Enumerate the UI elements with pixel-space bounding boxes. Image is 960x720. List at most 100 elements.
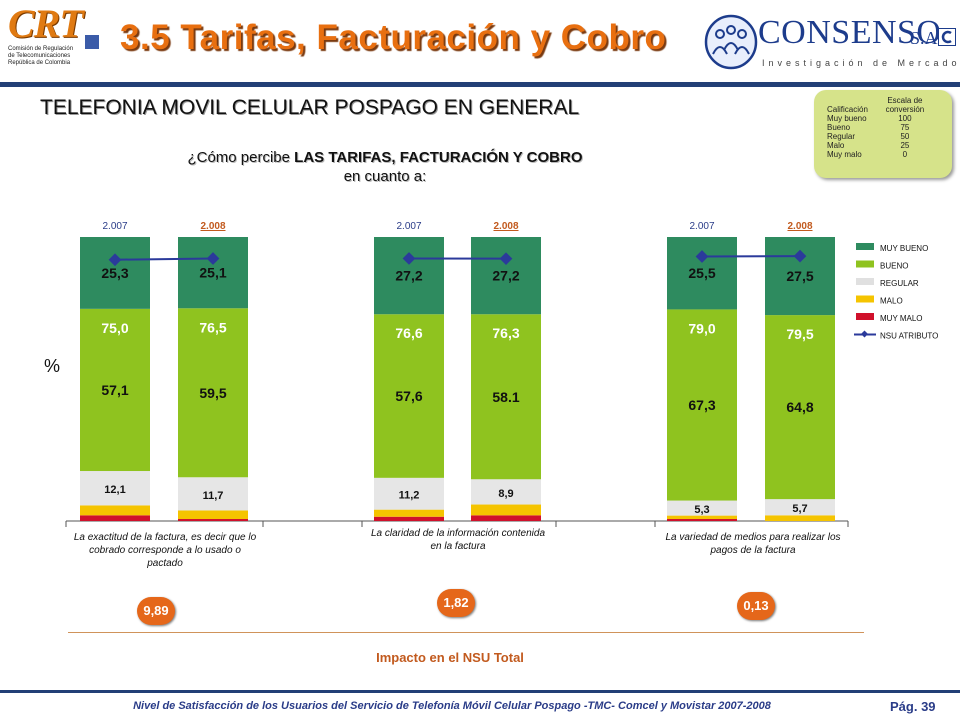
- scale-value: 0: [902, 150, 908, 159]
- scale-value: 75: [900, 123, 910, 132]
- bar-segment-muy-bueno: [178, 237, 248, 309]
- impact-badge: 9,89: [137, 597, 175, 625]
- bar-segment-bueno: [667, 309, 737, 501]
- consenso-tagline: Investigación de Mercados: [762, 58, 960, 68]
- consenso-badge-icon: [938, 28, 956, 46]
- bar-segment-regular: [667, 500, 737, 516]
- bar-segment-bueno: [178, 308, 248, 478]
- question-prefix: ¿Cómo percibe: [187, 149, 295, 166]
- consenso-logo: CONSENSO S.A. Investigación de Mercados: [700, 8, 960, 78]
- legend-label: MUY BUENO: [880, 244, 928, 253]
- scale-header-left: Calificación: [827, 105, 868, 114]
- impact-badge: 0,13: [737, 592, 775, 620]
- page-number: Pág. 39: [890, 699, 936, 714]
- crt-badge-icon: [84, 34, 100, 50]
- legend-label: MALO: [880, 297, 903, 306]
- bar-segment-muy-bueno: [667, 237, 737, 310]
- y-axis-label: %: [44, 356, 60, 376]
- bar-value-label: 12,1: [104, 484, 125, 496]
- bars-layer: 12,1 57,1 25,3 75,0 2.007 11,7 59,5 25,1 76,5 2.0…: [65, 221, 849, 527]
- bar-segment-muy-malo: [374, 516, 444, 521]
- legend-label: NSU ATRIBUTO: [880, 332, 938, 341]
- crt-logo-text: CRT: [8, 1, 84, 46]
- nsu-value-label: 79,5: [786, 326, 813, 342]
- bar-segment-regular: [80, 471, 150, 506]
- footer-text: Nivel de Satisfacción de los Usuarios de…: [133, 700, 771, 712]
- bar-segment-muy-bueno: [374, 237, 444, 315]
- bar-segment-bueno: [374, 314, 444, 478]
- scale-label: Muy malo: [827, 150, 862, 159]
- bar-segment-malo: [471, 504, 541, 516]
- legend-swatch: [856, 260, 874, 268]
- legend-label: REGULAR: [880, 279, 919, 288]
- bar-segment-muy-malo: [471, 515, 541, 521]
- legend-marker: [860, 330, 869, 338]
- nsu-value-label: 75,0: [101, 320, 128, 336]
- bar-value-label: 5,3: [694, 504, 709, 516]
- year-label: 2.007: [689, 221, 714, 232]
- category-label: La claridad de la información contenida …: [371, 528, 545, 552]
- scale-label: Regular: [827, 132, 856, 141]
- bar-segment-malo: [765, 515, 835, 521]
- bar-segment-malo: [374, 509, 444, 517]
- nsu-marker: [402, 252, 416, 265]
- nsu-marker: [108, 253, 122, 267]
- legend-label: MUY MALO: [880, 314, 923, 323]
- impact-badge: 1,82: [437, 589, 475, 617]
- bar-segment-bueno: [80, 308, 150, 472]
- bar-value-label: 58.1: [492, 389, 519, 405]
- scale-label: Muy bueno: [827, 114, 867, 123]
- scale-value: 100: [898, 114, 912, 123]
- bar-segment-muy-malo: [80, 515, 150, 521]
- bar-segment-muy-malo: [667, 519, 737, 521]
- year-label: 2.007: [102, 221, 127, 232]
- bar-value-label: 11,7: [203, 490, 224, 502]
- crt-logo: CRT Comisión de Regulación de Telecomuni…: [8, 4, 103, 76]
- bar-value-label: 67,3: [688, 397, 715, 413]
- scale-value: 50: [900, 132, 910, 141]
- bar-segment-bueno: [471, 314, 541, 480]
- consenso-sa: S.A.: [910, 28, 943, 48]
- bar-value-label: 25,3: [101, 265, 128, 281]
- nsu-value-label: 76,5: [199, 319, 226, 335]
- bar-value-label: 27,5: [786, 268, 813, 284]
- conversion-scale-table: Calificación Escala de conversión Muy bu…: [824, 96, 939, 159]
- bar-value-label: 25,5: [688, 265, 715, 281]
- conversion-scale-box: Calificación Escala de conversión Muy bu…: [814, 90, 952, 178]
- scale-header-right: Escala de conversión: [885, 96, 925, 114]
- bar-value-label: 27,2: [492, 268, 519, 284]
- nsu-value-label: 79,0: [688, 320, 715, 336]
- legend-swatch: [856, 278, 874, 285]
- bar-segment-muy-malo: [178, 519, 248, 521]
- impact-label: Impacto en el NSU Total: [376, 650, 524, 665]
- bar-segment-muy-bueno: [80, 237, 150, 309]
- crt-subtitle-line: Comisión de Regulación: [8, 46, 74, 52]
- bar-value-label: 59,5: [199, 385, 226, 401]
- section-subtitle: TELEFONIA MOVIL CELULAR POSPAGO EN GENER…: [40, 96, 580, 119]
- bar-segment-malo: [667, 515, 737, 520]
- nsu-line: [114, 257, 214, 261]
- category-label: La exactitud de la factura, es decir que…: [73, 532, 257, 569]
- footer-divider: [0, 690, 960, 693]
- bar-value-label: 11,2: [399, 490, 420, 502]
- legend-label: BUENO: [880, 262, 908, 271]
- page-title: 3.5 Tarifas, Facturación y Cobro: [120, 18, 667, 57]
- bar-value-label: 64,8: [786, 399, 813, 415]
- scale-label: Bueno: [827, 123, 851, 132]
- bar-value-label: 25,1: [199, 265, 226, 281]
- bar-segment-bueno: [765, 315, 835, 500]
- legend-swatch: [856, 313, 874, 320]
- year-label: 2.008: [787, 221, 812, 232]
- bar-segment-malo: [178, 510, 248, 520]
- category-label: La variedad de medios para realizar los …: [665, 532, 841, 556]
- bar-value-label: 27,2: [395, 268, 422, 284]
- crt-subtitle-line: de Telecomunicaciones: [8, 53, 71, 59]
- scale-label: Malo: [827, 141, 845, 150]
- nsu-value-label: 76,3: [492, 325, 519, 341]
- bar-segment-regular: [765, 499, 835, 516]
- year-label: 2.008: [200, 221, 225, 232]
- bar-segment-malo: [80, 505, 150, 516]
- bar-segment-regular: [471, 479, 541, 505]
- consenso-name: CONSENSO: [758, 14, 942, 51]
